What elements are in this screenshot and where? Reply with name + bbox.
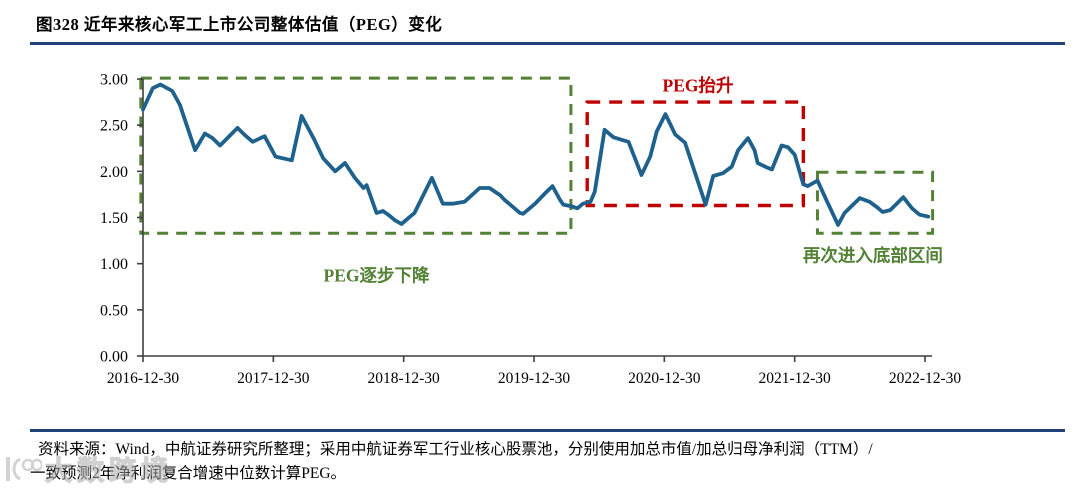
source-note-line2: 一致预测2年净利润复合增速中位数计算PEG。 — [30, 465, 347, 482]
x-axis-label: 2021-12-30 — [758, 370, 831, 387]
annotation-box-red-1 — [585, 100, 806, 208]
axis-lines — [142, 79, 932, 357]
y-axis-label: 1.50 — [100, 210, 128, 227]
title-divider-rule — [30, 42, 1065, 45]
y-axis-label: 1.00 — [100, 256, 128, 273]
x-axis-label: 2022-12-30 — [889, 370, 962, 387]
y-axis-label: 2.50 — [100, 118, 128, 135]
x-axis-label: 2019-12-30 — [498, 370, 571, 387]
figure-title: 图328 近年来核心军工上市公司整体估值（PEG）变化 — [36, 15, 443, 34]
source-note: 资料来源：Wind，中航证券研究所整理；采用中航证券军工行业核心股票池，分别使用… — [30, 438, 873, 486]
y-axis-label: 3.00 — [100, 72, 128, 89]
annotation-peg-decline: PEG逐步下降 — [324, 266, 430, 286]
footer-divider-rule — [30, 429, 1065, 432]
y-axis-label: 2.00 — [100, 164, 128, 181]
annotation-box-green-0 — [139, 76, 573, 235]
y-axis-label: 0.00 — [100, 349, 128, 366]
x-axis-label: 2017-12-30 — [237, 370, 310, 387]
y-axis-label: 0.50 — [100, 302, 128, 319]
peg-line-chart: 0.00 0.50 1.00 1.50 2.00 2.50 3.00 2016-12-30 20… — [0, 52, 1080, 424]
annotation-box-green-2 — [815, 170, 935, 235]
x-axis-label: 2020-12-30 — [628, 370, 701, 387]
chart-canvas: 0.00 0.50 1.00 1.50 2.00 2.50 3.00 2016-12-30 20… — [100, 72, 962, 387]
annotation-bottom-zone: 再次进入底部区间 — [803, 245, 943, 265]
x-axis-label: 2018-12-30 — [367, 370, 440, 387]
x-axis-label: 2016-12-30 — [107, 370, 180, 387]
annotation-peg-rise: PEG抬升 — [663, 75, 734, 95]
source-note-line1: 资料来源：Wind，中航证券研究所整理；采用中航证券军工行业核心股票池，分别使用… — [38, 441, 873, 458]
peg-series-line — [141, 82, 931, 227]
